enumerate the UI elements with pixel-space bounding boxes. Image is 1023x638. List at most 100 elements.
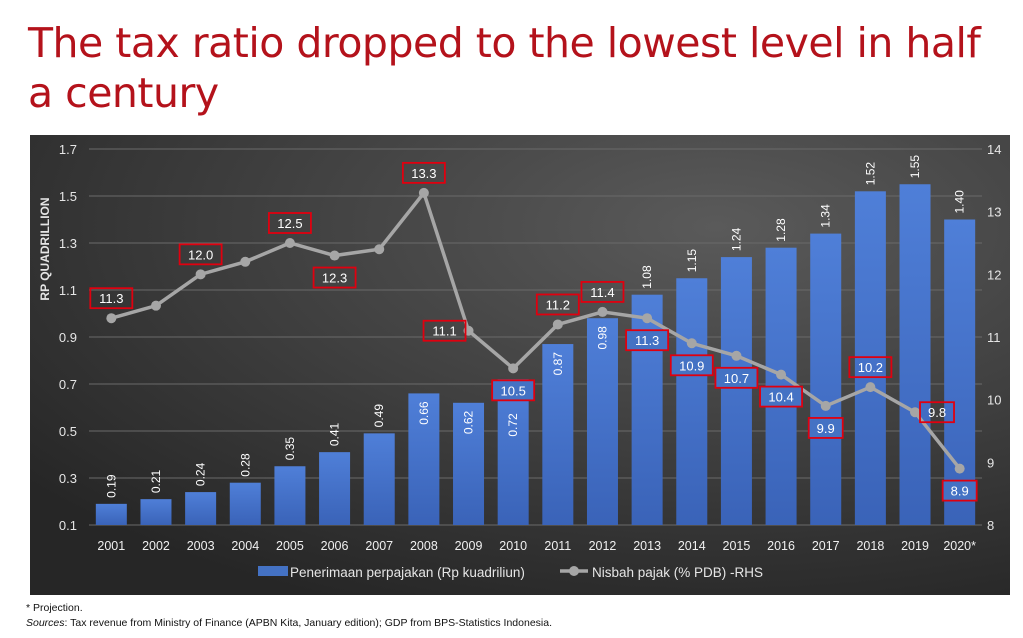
bar bbox=[229, 482, 261, 525]
bar-value-label: 0.49 bbox=[372, 404, 386, 428]
bar-value-label: 1.55 bbox=[908, 155, 922, 179]
bar bbox=[586, 318, 618, 525]
x-tick-label: 2003 bbox=[187, 539, 215, 553]
y-tick-label: 1.5 bbox=[59, 189, 77, 204]
line-point bbox=[954, 463, 965, 474]
y2-tick-label: 10 bbox=[987, 393, 1001, 408]
bar-value-label: 0.98 bbox=[595, 326, 609, 350]
y-tick-label: 0.7 bbox=[59, 377, 77, 392]
y-tick-label: 1.1 bbox=[59, 283, 77, 298]
y-tick-label: 0.5 bbox=[59, 424, 77, 439]
y-tick-label: 0.3 bbox=[59, 471, 77, 486]
line-label-box bbox=[919, 401, 955, 424]
bar bbox=[95, 503, 127, 525]
bar bbox=[363, 433, 395, 525]
bar bbox=[453, 402, 485, 525]
line-label-box bbox=[401, 161, 446, 184]
line-value-label: 11.3 bbox=[99, 291, 123, 306]
x-tick-label: 2004 bbox=[231, 539, 259, 553]
bar-value-label: 0.19 bbox=[104, 474, 118, 498]
bar bbox=[631, 294, 663, 525]
legend-swatch-point bbox=[569, 566, 579, 576]
line-value-label: 13.3 bbox=[411, 166, 436, 181]
line-value-label: 10.2 bbox=[858, 360, 883, 375]
line-label-box bbox=[178, 243, 223, 266]
line-point bbox=[552, 319, 563, 330]
slide-title: The tax ratio dropped to the lowest leve… bbox=[28, 19, 981, 117]
x-tick-label: 2013 bbox=[633, 539, 661, 553]
y2-tick-label: 11 bbox=[987, 330, 1001, 345]
bar-value-label: 0.41 bbox=[328, 422, 342, 446]
line-point bbox=[820, 400, 831, 411]
line-value-label: 10.9 bbox=[679, 358, 704, 373]
line-label-box bbox=[312, 266, 357, 289]
line-point bbox=[865, 382, 876, 393]
bar bbox=[944, 219, 976, 525]
line-label-box bbox=[268, 212, 312, 234]
x-tick-label: 2001 bbox=[97, 539, 125, 553]
line-label-box bbox=[491, 379, 536, 402]
line-point bbox=[374, 244, 385, 255]
line-value-label: 11.1 bbox=[432, 324, 456, 339]
line-point bbox=[642, 313, 653, 324]
bar-value-label: 0.87 bbox=[551, 352, 565, 376]
bar bbox=[408, 393, 440, 525]
bar bbox=[676, 278, 708, 525]
tax-chart: 0.19 0.21 0.24 0.280.350.410.49 0.66 0.62 0.72… bbox=[30, 135, 1010, 595]
footnote: * Projection. Sources: Tax revenue from … bbox=[26, 601, 552, 631]
y2-tick-label: 9 bbox=[987, 455, 994, 470]
line-point bbox=[150, 300, 161, 311]
line-point bbox=[240, 256, 251, 267]
y-tick-label: 0.1 bbox=[59, 518, 77, 533]
bar-value-label: 1.08 bbox=[640, 265, 654, 289]
x-tick-label: 2014 bbox=[678, 539, 706, 553]
x-tick-label: 2011 bbox=[544, 539, 571, 553]
x-tick-label: 2005 bbox=[276, 539, 304, 553]
y-axis-title: RP QUADRILLION bbox=[38, 197, 52, 300]
bar bbox=[497, 379, 529, 525]
bar bbox=[319, 452, 351, 525]
line-point bbox=[597, 306, 608, 317]
line-label-box bbox=[941, 479, 978, 502]
bar bbox=[720, 257, 752, 525]
line-point bbox=[686, 338, 697, 349]
line-point bbox=[329, 250, 340, 261]
projection-note: * Projection. bbox=[26, 602, 83, 614]
legend-label-line: Nisbah pajak (% PDB) -RHS bbox=[592, 565, 763, 580]
y-tick-label: 1.3 bbox=[59, 236, 77, 251]
line-value-label: 12.5 bbox=[277, 216, 302, 231]
line-point bbox=[106, 313, 117, 324]
line-label-box bbox=[422, 319, 467, 342]
x-tick-label: 2002 bbox=[142, 539, 170, 553]
bar bbox=[274, 466, 306, 525]
line-label-box bbox=[625, 329, 670, 352]
x-tick-label: 2007 bbox=[365, 539, 393, 553]
line-label-box bbox=[759, 385, 803, 408]
line-point bbox=[731, 350, 742, 361]
y2-tick-label: 12 bbox=[987, 267, 1001, 282]
y-tick-label: 0.9 bbox=[59, 330, 77, 345]
x-tick-label: 2017 bbox=[812, 539, 840, 553]
y2-tick-label: 13 bbox=[987, 205, 1001, 220]
bar-value-label: 0.35 bbox=[283, 437, 297, 461]
bar bbox=[854, 191, 886, 526]
line-value-label: 10.4 bbox=[768, 390, 793, 405]
line-series bbox=[110, 189, 962, 470]
line-point bbox=[508, 363, 519, 374]
bar bbox=[899, 184, 931, 525]
bar bbox=[810, 233, 842, 525]
bar-value-label: 0.72 bbox=[506, 413, 520, 437]
line-value-label: 11.4 bbox=[590, 285, 614, 300]
x-tick-label: 2016 bbox=[767, 539, 795, 553]
line-point bbox=[418, 187, 429, 198]
line-label-box bbox=[535, 293, 580, 316]
line-label-box bbox=[848, 356, 893, 379]
bar bbox=[185, 492, 217, 525]
line-point bbox=[284, 238, 295, 248]
x-tick-label: 2008 bbox=[410, 539, 438, 553]
bar-value-label: 1.28 bbox=[774, 218, 788, 242]
bar-value-label: 0.62 bbox=[462, 410, 476, 434]
x-tick-label: 2018 bbox=[856, 539, 884, 553]
bar-value-label: 0.24 bbox=[194, 462, 208, 486]
sources-note: Sources: Tax revenue from Ministry of Fi… bbox=[26, 617, 553, 629]
